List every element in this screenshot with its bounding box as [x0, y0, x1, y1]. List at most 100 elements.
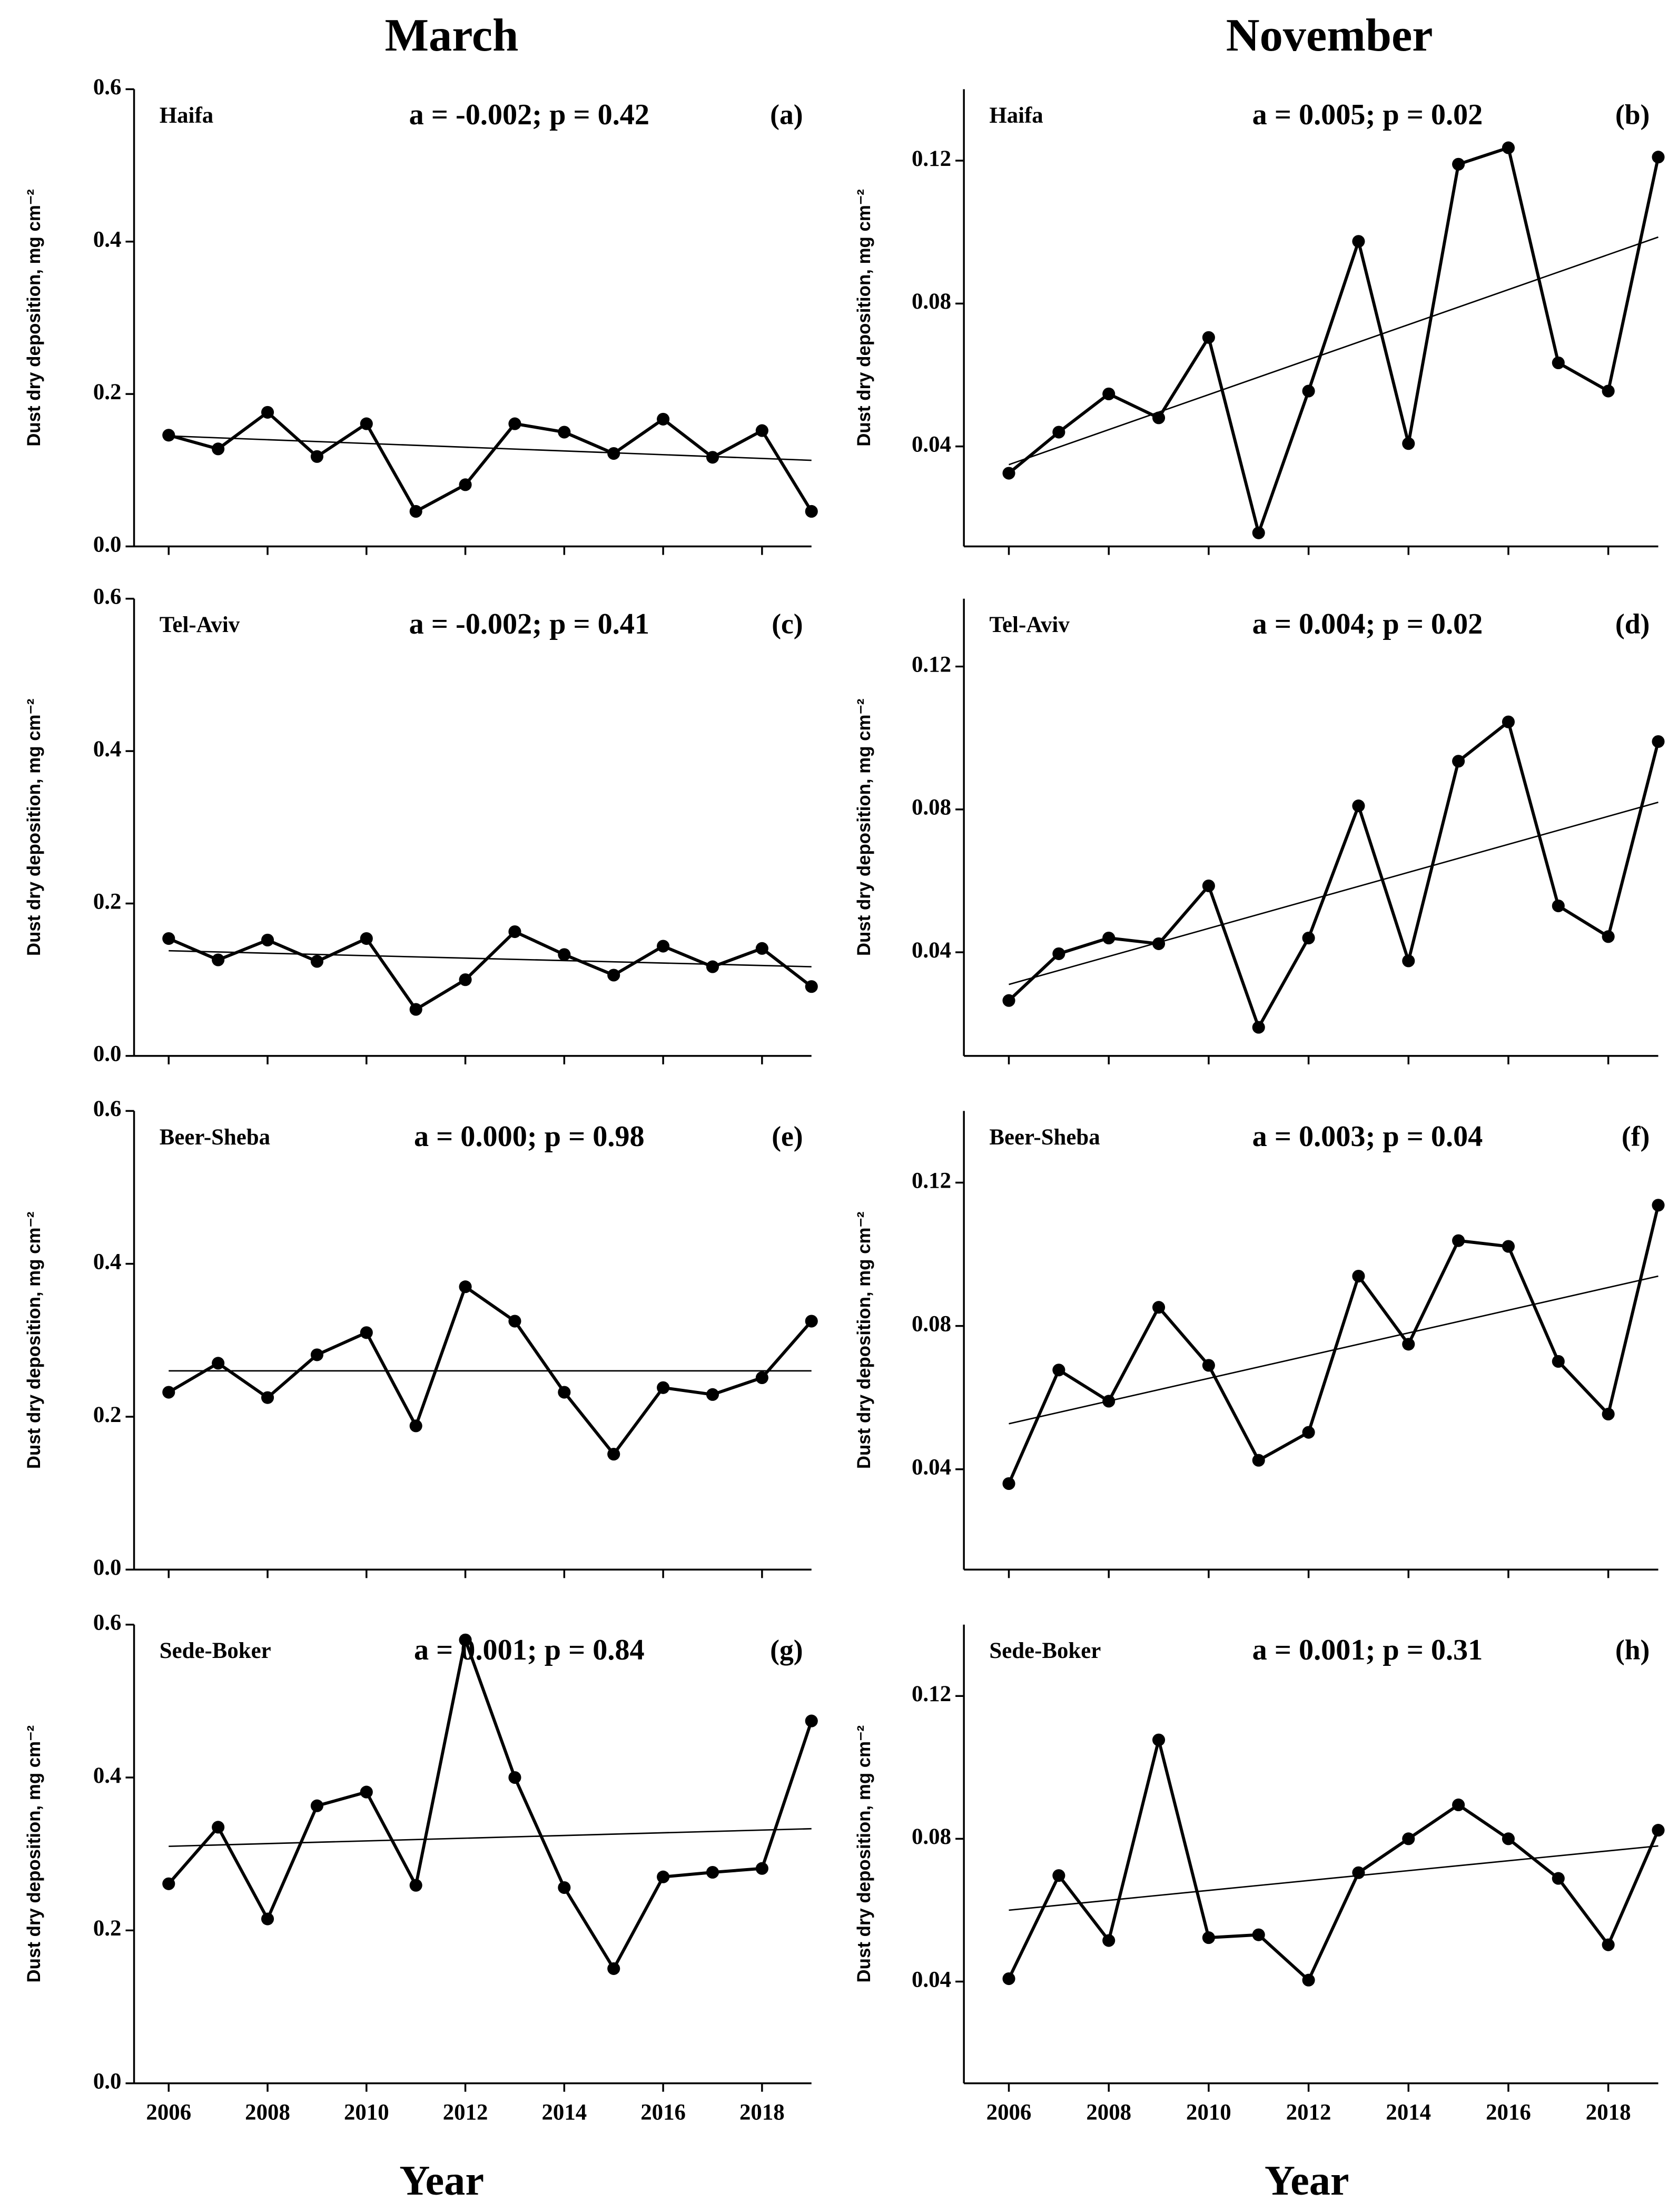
data-line	[1008, 719, 1660, 1031]
annotation: a = 0.004; p = 0.02	[1252, 608, 1483, 640]
data-point	[1102, 1934, 1116, 1947]
data-line	[167, 1284, 813, 1457]
x-tick-label: 2016	[1486, 2100, 1531, 2125]
data-point	[459, 1633, 472, 1646]
annotation: a = -0.002; p = 0.42	[409, 98, 649, 131]
data-point	[1652, 735, 1665, 748]
data-point	[1402, 1832, 1415, 1845]
data-point	[1502, 141, 1515, 154]
data-point	[805, 1714, 818, 1727]
data-point	[755, 1862, 768, 1875]
data-point	[558, 1881, 571, 1894]
panel-title: Beer-Sheba	[160, 1125, 270, 1150]
data-point	[1602, 1407, 1615, 1421]
data-point	[212, 442, 225, 456]
annotation: a = 0.001; p = 0.31	[1252, 1634, 1483, 1666]
data-point	[558, 426, 571, 439]
data-point	[805, 980, 818, 993]
y-tick-label: 0.0	[93, 1042, 122, 1066]
data-point	[310, 1348, 323, 1361]
data-point	[1052, 947, 1065, 960]
data-point	[607, 447, 620, 460]
y-tick-label: 0.04	[912, 432, 951, 457]
x-tick-label: 2018	[1586, 2100, 1631, 2125]
x-tick-label: 2008	[245, 2100, 290, 2125]
y-tick-label: 0.0	[93, 532, 122, 557]
data-point	[162, 1877, 175, 1890]
data-point	[162, 429, 175, 442]
y-tick-label: 0.08	[912, 795, 951, 820]
y-tick-label: 0.0	[93, 1555, 122, 1580]
data-point	[755, 942, 768, 955]
data-point	[1252, 526, 1265, 539]
data-point	[1402, 954, 1415, 967]
y-tick-label: 0.6	[93, 75, 122, 100]
data-point	[212, 1821, 225, 1834]
y-tick-label: 0.4	[93, 228, 122, 252]
data-point	[459, 478, 472, 491]
data-point	[261, 406, 274, 419]
data-point	[1252, 1021, 1265, 1034]
data-point	[261, 1912, 274, 1925]
y-axis-label: Dust dry deposition, mg cm⁻²	[24, 189, 44, 447]
annotation: a = 0.005; p = 0.02	[1252, 98, 1483, 131]
trend-line	[1009, 802, 1659, 985]
x-tick-label: 2012	[443, 2100, 488, 2125]
x-tick-label: 2010	[1186, 2100, 1231, 2125]
data-point	[162, 1386, 175, 1399]
y-axis-label: Dust dry deposition, mg cm⁻²	[24, 1725, 44, 1983]
data-point	[212, 953, 225, 966]
trend-line	[169, 1828, 812, 1847]
data-point	[1402, 437, 1415, 450]
y-tick-label: 0.6	[93, 585, 122, 609]
data-point	[1302, 384, 1315, 398]
data-point	[1052, 1364, 1065, 1377]
data-point	[1352, 235, 1365, 248]
data-point	[508, 1315, 521, 1328]
data-point	[459, 973, 472, 986]
panel-title: Haifa	[160, 103, 213, 128]
data-point	[755, 1371, 768, 1384]
data-point	[657, 1381, 670, 1394]
data-line	[168, 930, 813, 1012]
y-axis-label: Dust dry deposition, mg cm⁻²	[854, 1212, 874, 1469]
data-line	[1007, 1739, 1660, 1983]
y-tick-label: 0.6	[93, 1097, 122, 1121]
data-point	[1052, 426, 1065, 439]
data-point	[805, 1315, 818, 1328]
data-point	[755, 424, 768, 437]
data-point	[558, 1386, 571, 1399]
data-point	[805, 505, 818, 518]
data-point	[1102, 1395, 1116, 1408]
x-tick-label: 2006	[986, 2100, 1032, 2125]
data-point	[558, 948, 571, 961]
y-axis-label: Dust dry deposition, mg cm⁻²	[854, 698, 874, 956]
data-point	[1652, 1824, 1665, 1837]
data-point	[1302, 1426, 1315, 1439]
data-point	[360, 932, 373, 945]
data-point	[1152, 1733, 1166, 1746]
data-point	[1452, 157, 1465, 171]
data-point	[1652, 151, 1665, 164]
data-point	[212, 1357, 225, 1370]
y-tick-label: 0.2	[93, 889, 122, 914]
panel-title: Beer-Sheba	[989, 1125, 1100, 1150]
annotation: a = -0.002; p = 0.41	[409, 608, 649, 640]
data-point	[508, 1771, 521, 1784]
data-point	[1352, 799, 1365, 813]
y-tick-label: 0.4	[93, 1763, 122, 1788]
data-point	[1202, 879, 1215, 893]
data-point	[409, 1003, 422, 1016]
y-tick-label: 0.04	[912, 1967, 951, 1992]
y-axis-label: Dust dry deposition, mg cm⁻²	[854, 189, 874, 447]
y-tick-label: 0.2	[93, 1403, 122, 1427]
data-point	[360, 1326, 373, 1339]
data-point	[459, 1280, 472, 1293]
data-point	[1002, 1972, 1015, 1986]
data-line	[167, 1634, 813, 1972]
panel-label: (e)	[772, 1120, 803, 1152]
panel-label: (d)	[1615, 608, 1650, 640]
data-point	[1302, 931, 1315, 945]
data-point	[360, 417, 373, 430]
